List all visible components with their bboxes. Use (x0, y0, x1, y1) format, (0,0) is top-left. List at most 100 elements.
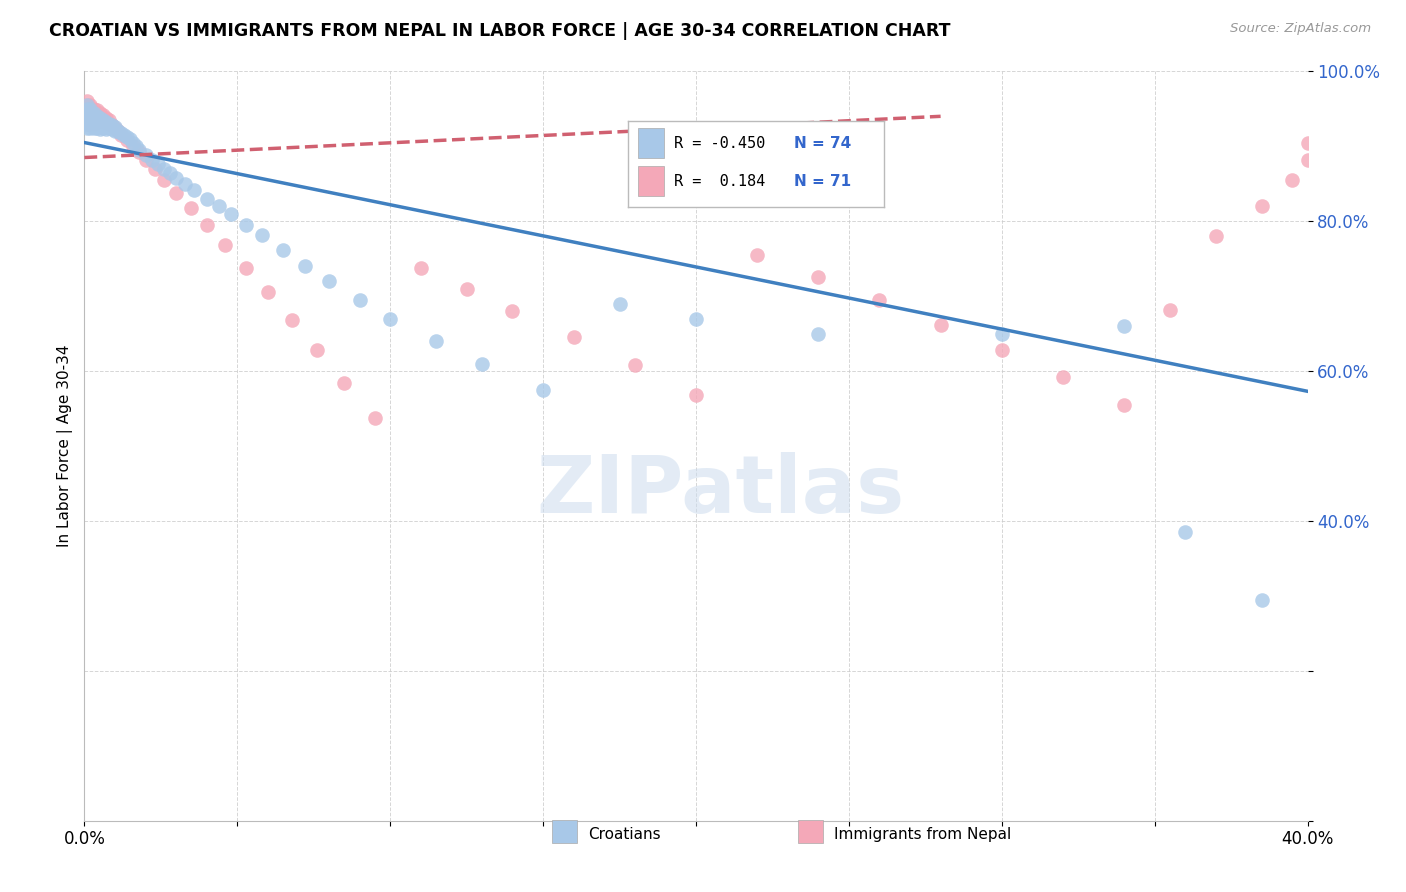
Point (1114, 398, 1136, 412)
Point (929, 318, 952, 332)
Point (174, 177, 197, 191)
Point (89, 114, 111, 128)
Point (94, 122, 117, 136)
Point (76, 117, 98, 131)
Point (76, 105, 98, 120)
Point (294, 259, 316, 273)
Point (471, 357, 494, 371)
Point (76, 105, 98, 120)
Point (79, 105, 101, 120)
Point (86, 103, 108, 118)
Point (143, 161, 166, 176)
Point (94, 115, 117, 129)
Point (76, 113, 98, 128)
Point (76, 109, 98, 123)
Point (76, 95, 98, 109)
Point (79, 120, 101, 135)
Point (94, 111, 117, 125)
Point (531, 383, 554, 397)
Point (83, 113, 105, 128)
Point (101, 118, 124, 132)
Point (86, 113, 108, 128)
Point (83, 109, 105, 123)
Point (250, 227, 273, 242)
Text: CROATIAN VS IMMIGRANTS FROM NEPAL IN LABOR FORCE | AGE 30-34 CORRELATION CHART: CROATIAN VS IMMIGRANTS FROM NEPAL IN LAB… (49, 22, 950, 40)
Point (79, 109, 101, 123)
Point (89, 122, 111, 136)
Point (91, 108, 114, 122)
Point (91, 113, 114, 128)
Point (112, 128, 135, 142)
Point (685, 388, 707, 402)
Point (128, 143, 150, 157)
Point (76, 113, 98, 128)
Point (609, 296, 631, 310)
Point (333, 376, 356, 390)
Point (1250, 592, 1272, 607)
Text: Source: ZipAtlas.com: Source: ZipAtlas.com (1230, 22, 1371, 36)
Point (76, 102, 98, 116)
Point (183, 183, 205, 197)
Point (685, 311, 707, 326)
Point (83, 117, 105, 131)
Point (83, 113, 105, 128)
Point (1159, 302, 1181, 317)
Point (807, 326, 830, 341)
Point (195, 218, 218, 232)
Text: R =  0.184: R = 0.184 (673, 174, 765, 189)
Point (101, 118, 124, 132)
Point (624, 358, 647, 372)
Point (91, 120, 114, 135)
Point (86, 120, 108, 135)
Point (122, 139, 145, 153)
Point (79, 117, 101, 131)
Y-axis label: In Labor Force | Age 30-34: In Labor Force | Age 30-34 (58, 344, 73, 548)
Point (219, 207, 242, 221)
Point (153, 173, 176, 187)
Point (79, 113, 101, 128)
Point (1296, 136, 1319, 150)
Point (456, 282, 478, 296)
Point (364, 410, 387, 425)
Point (76, 109, 98, 123)
Point (165, 186, 187, 200)
Point (89, 105, 111, 120)
Point (104, 123, 127, 137)
Point (91, 115, 114, 129)
Point (502, 304, 524, 318)
Point (208, 199, 231, 213)
Point (91, 117, 114, 131)
Point (235, 218, 257, 232)
Point (1052, 370, 1074, 384)
Point (165, 170, 187, 185)
Point (1281, 173, 1303, 187)
Point (153, 161, 176, 176)
Text: Croatians: Croatians (588, 828, 661, 842)
Point (125, 139, 148, 153)
Text: R = -0.450: R = -0.450 (673, 136, 765, 151)
Point (101, 122, 124, 136)
Text: N = 71: N = 71 (794, 174, 852, 189)
Point (83, 102, 105, 116)
Point (104, 120, 127, 135)
Point (89, 113, 111, 128)
Text: ZIPatlas: ZIPatlas (536, 452, 904, 530)
Point (86, 111, 108, 125)
Point (83, 109, 105, 123)
Point (107, 124, 129, 138)
Point (146, 157, 169, 171)
Point (86, 109, 108, 123)
Point (79, 102, 101, 116)
Point (195, 192, 218, 206)
Point (135, 153, 157, 167)
Text: Immigrants from Nepal: Immigrants from Nepal (835, 828, 1012, 842)
Point (76, 98, 98, 112)
Point (120, 132, 142, 146)
Point (318, 274, 340, 288)
Point (110, 128, 132, 142)
Point (214, 238, 236, 252)
Point (159, 165, 181, 179)
Point (89, 111, 111, 125)
Point (409, 260, 432, 275)
Point (115, 130, 138, 145)
